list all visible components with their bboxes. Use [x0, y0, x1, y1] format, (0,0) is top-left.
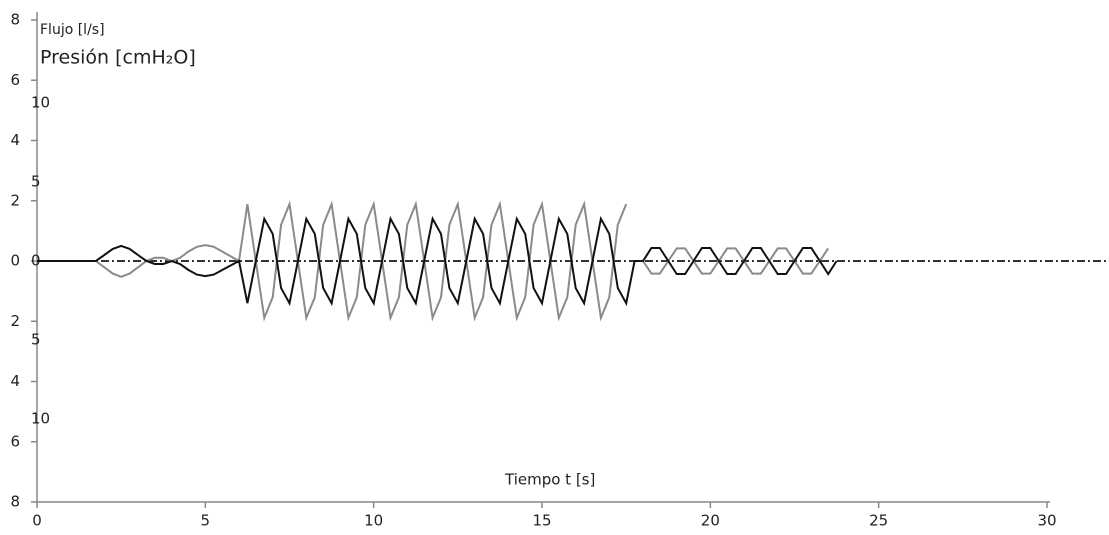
y-tick-label: 2 [10, 312, 20, 330]
flow-label: Flujo [l/s] [40, 22, 105, 38]
y-tick-label: 8 [10, 493, 20, 511]
y2-tick-label: 10 [31, 410, 50, 428]
x-axis-label: Tiempo t [s] [504, 471, 595, 489]
pressure-label: Presión [cmH₂O] [40, 47, 196, 69]
y-tick-label: 0 [10, 252, 20, 270]
y-tick-label: 6 [10, 432, 20, 450]
y2-tick-label: 5 [31, 331, 41, 349]
y-tick-label: 8 [10, 11, 20, 29]
y-tick-label: 4 [10, 372, 20, 390]
x-tick-label: 30 [1037, 512, 1056, 530]
y2-tick-label: 0 [31, 252, 41, 270]
x-tick-label: 20 [701, 512, 720, 530]
x-tick-label: 15 [532, 512, 551, 530]
x-tick-label: 25 [869, 512, 888, 530]
y-tick-label: 4 [10, 131, 20, 149]
y2-tick-label: 10 [31, 93, 50, 111]
y-tick-label: 2 [10, 191, 20, 209]
x-tick-label: 0 [32, 512, 42, 530]
y-tick-label: 6 [10, 71, 20, 89]
x-tick-label: 5 [201, 512, 211, 530]
y2-tick-label: 5 [31, 172, 41, 190]
series-line [37, 215, 838, 307]
x-tick-label: 10 [364, 512, 383, 530]
series-line [37, 200, 830, 322]
